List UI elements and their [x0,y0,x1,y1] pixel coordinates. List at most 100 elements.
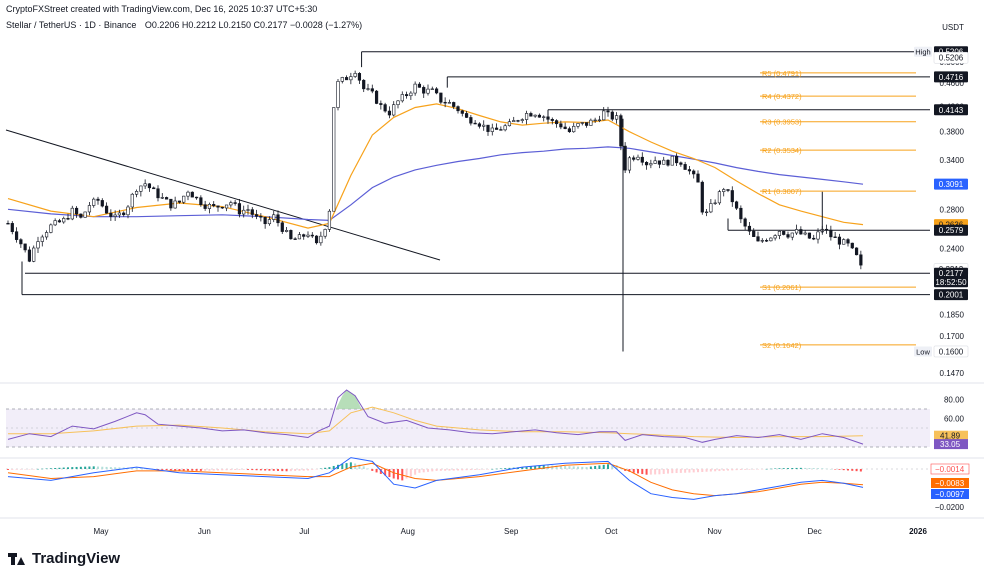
macd-histogram-bar [701,469,704,472]
macd-histogram-bar [384,469,387,476]
macd-histogram-bar [92,466,95,469]
macd-histogram-bar [662,469,665,474]
tradingview-logo[interactable]: TradingView [8,550,120,567]
pivot-level-label: R4 (0.4372) [762,92,802,101]
macd-histogram-bar [465,469,468,471]
macd-histogram-bar [388,469,391,477]
candle [649,163,653,166]
macd-histogram-bar [157,469,159,470]
candle [850,242,854,249]
candle [417,83,422,88]
candle [23,243,27,251]
candle [623,145,627,171]
macd-histogram-bar [294,469,297,471]
macd-line [7,457,864,500]
candle [773,235,777,239]
macd-histogram-bar [825,468,828,470]
macd-histogram-bar [277,469,279,471]
macd-histogram-bar [251,469,254,471]
candle [447,102,452,104]
candle [122,212,126,216]
candle [392,104,396,116]
macd-histogram-bar [362,466,365,469]
rsi-value-label-box [934,439,968,450]
price-axis-tick: 0.3400 [940,156,965,165]
price-label-box [933,345,969,358]
candle [413,83,417,94]
macd-histogram-bar [602,464,605,469]
candle [627,157,632,171]
candle [782,231,786,235]
macd-histogram-bar [54,468,57,469]
price-label-prefix-box [914,346,932,357]
macd-histogram-bar [58,467,61,469]
macd-histogram-bar [229,469,232,471]
macd-histogram-bar [221,469,224,471]
macd-histogram-bar [859,469,862,472]
macd-histogram-bar [169,469,172,471]
macd-histogram-bar [847,469,849,471]
time-axis-label: Jul [299,527,309,536]
symbol-name[interactable]: Stellar / TetherUS · 1D · Binance [6,20,137,30]
candle [70,207,74,220]
candle [220,206,224,209]
candle [666,159,670,166]
candle [739,207,743,220]
price-label-box [934,276,968,288]
candle [173,200,177,209]
candle [409,92,413,97]
candle [152,187,156,190]
candle [430,88,434,90]
macd-histogram-bar [735,469,738,471]
candle [760,240,764,242]
candle [32,247,36,262]
candle [790,232,794,238]
macd-histogram-bar [718,469,721,472]
candle [619,115,623,147]
candle [683,164,687,170]
candle [477,123,482,127]
macd-histogram-bar [101,466,104,469]
macd-histogram-bar [45,468,48,469]
macd-histogram-bar [508,467,511,469]
candle [602,110,606,121]
candle [542,116,546,118]
time-axis-label: Aug [401,527,415,536]
candle [366,88,370,90]
rsi-overbought-fill [335,390,362,409]
macd-histogram-bar [787,468,789,469]
candle [743,218,747,227]
candle [147,183,152,189]
price-label-text: 0.3091 [939,180,964,189]
candle [584,122,589,126]
candle [100,200,104,207]
price-label-text: 0.4143 [939,106,964,115]
macd-histogram-bar [624,469,627,471]
macd-histogram-bar [834,469,837,470]
candle [692,170,696,175]
candle [734,201,739,209]
candle [674,155,679,164]
macd-histogram-bar [144,468,147,470]
candle [546,116,550,120]
candle [824,228,829,231]
macd-histogram-bar [838,469,841,470]
candle [6,222,10,225]
macd-histogram-bar [448,469,451,471]
macd-histogram-label-box [930,463,970,475]
macd-histogram-bar [341,463,344,469]
macd-histogram-bar [405,469,408,479]
candle [293,238,297,240]
macd-histogram-bar [298,469,301,471]
macd-histogram-bar [208,469,211,471]
price-label-box [934,71,968,83]
price-axis-tick: 0.1700 [940,332,965,341]
candle [846,239,850,244]
macd-signal-label-box [931,478,969,488]
price-label-text: 0.5206 [939,54,964,63]
macd-histogram-bar [688,469,691,473]
macd-histogram-bar [332,465,335,469]
candle [280,222,284,232]
macd-histogram-bar [71,467,74,469]
